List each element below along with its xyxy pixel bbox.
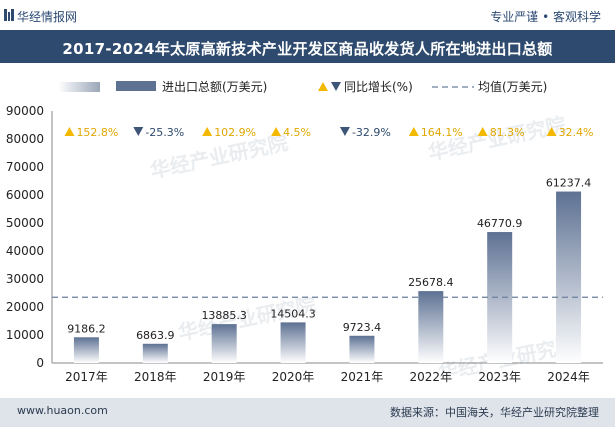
growth-up-triangle bbox=[202, 127, 213, 136]
growth-label: 4.5% bbox=[283, 126, 311, 139]
x-tick-label: 2023年 bbox=[478, 370, 521, 384]
bar-value-label: 14504.3 bbox=[270, 307, 316, 320]
bar bbox=[211, 324, 237, 363]
legend-bar-swatch-main bbox=[116, 81, 156, 91]
x-tick-label: 2019年 bbox=[203, 370, 246, 384]
bar-value-label: 9723.4 bbox=[343, 321, 382, 334]
y-tick-label: 80000 bbox=[6, 132, 44, 146]
bar bbox=[418, 291, 444, 363]
y-tick-label: 30000 bbox=[6, 272, 44, 286]
growth-label: 102.9% bbox=[214, 126, 256, 139]
x-tick-label: 2022年 bbox=[410, 370, 453, 384]
bar bbox=[556, 191, 582, 363]
y-tick-label: 0 bbox=[36, 356, 44, 370]
y-tick-label: 50000 bbox=[6, 216, 44, 230]
bar-value-label: 46770.9 bbox=[477, 217, 523, 230]
bar bbox=[487, 232, 513, 363]
bar bbox=[142, 343, 168, 363]
legend-up-triangle-icon bbox=[318, 82, 328, 91]
growth-up-triangle bbox=[477, 127, 488, 136]
y-tick-label: 60000 bbox=[6, 188, 44, 202]
tagline: 专业严谨 • 客观科学 bbox=[490, 10, 601, 24]
legend: 进出口总额(万美元) 同比增长(%) 均值(万美元) bbox=[58, 79, 547, 94]
bar-value-labels: 9186.2 6863.9 13885.3 14504.3 9723.4 25678.4 4… bbox=[67, 177, 591, 342]
x-tick-label: 2024年 bbox=[547, 370, 590, 384]
bar-value-label: 6863.9 bbox=[136, 329, 175, 342]
bars bbox=[73, 191, 582, 363]
footer-website[interactable]: www.huaon.com bbox=[17, 404, 108, 417]
growth-label: -32.9% bbox=[352, 126, 391, 139]
legend-bar-swatch bbox=[58, 82, 100, 92]
growth-labels: 152.8% -25.3% 102.9% 4.5% -32.9% 164.1% 81.3% 3… bbox=[64, 126, 594, 139]
growth-down-triangle bbox=[133, 127, 144, 136]
legend-down-triangle-icon bbox=[331, 82, 341, 91]
growth-up-triangle bbox=[408, 127, 419, 136]
title-bar bbox=[0, 30, 615, 63]
y-tick-label: 10000 bbox=[6, 328, 44, 342]
growth-up-triangle bbox=[64, 127, 75, 136]
x-tick-label: 2021年 bbox=[341, 370, 384, 384]
bar bbox=[349, 335, 375, 363]
footer-source: 数据来源：中国海关，华经产业研究院整理 bbox=[390, 406, 599, 419]
growth-down-triangle bbox=[339, 127, 350, 136]
growth-up-triangle bbox=[546, 127, 557, 136]
growth-label: 152.8% bbox=[76, 126, 118, 139]
y-tick-label: 70000 bbox=[6, 160, 44, 174]
legend-growth-label: 同比增长(%) bbox=[344, 80, 413, 94]
growth-label: -25.3% bbox=[145, 126, 184, 139]
growth-up-triangle bbox=[271, 127, 282, 136]
top-bar: 华经情报网 专业严谨 • 客观科学 bbox=[0, 0, 615, 30]
growth-label: 81.3% bbox=[490, 126, 525, 139]
footer-bar bbox=[0, 398, 615, 427]
y-tick-label: 90000 bbox=[6, 104, 44, 118]
bar-value-label: 9186.2 bbox=[67, 322, 106, 335]
bar bbox=[73, 337, 99, 363]
legend-avg-label: 均值(万美元) bbox=[478, 79, 547, 94]
x-tick-label: 2018年 bbox=[134, 370, 177, 384]
legend-bar-label: 进出口总额(万美元) bbox=[162, 80, 267, 94]
brand-logo-icon bbox=[4, 9, 14, 21]
bar-value-label: 25678.4 bbox=[408, 276, 454, 289]
chart: 华经产业研究院 华经产业研究院 华经产业研究院 华经产业研究院 进出口总额(万美… bbox=[6, 79, 603, 385]
growth-label: 32.4% bbox=[559, 126, 594, 139]
bar bbox=[280, 322, 306, 363]
y-tick-label: 20000 bbox=[6, 300, 44, 314]
bar-value-label: 61237.4 bbox=[546, 177, 592, 190]
growth-label: 164.1% bbox=[421, 126, 463, 139]
brand-name: 华经情报网 bbox=[17, 10, 78, 24]
x-tick-label: 2020年 bbox=[272, 370, 315, 384]
x-tick-label: 2017年 bbox=[65, 370, 108, 384]
chart-title: 2017-2024年太原高新技术产业开发区商品收发货人所在地进出口总额 bbox=[62, 40, 553, 58]
bar-value-label: 13885.3 bbox=[201, 309, 247, 322]
x-tick-labels: 2017年 2018年 2019年 2020年 2021年 2022年 2023年 2024年 bbox=[65, 370, 590, 384]
y-tick-label: 40000 bbox=[6, 244, 44, 258]
y-tick-labels: 0 10000 20000 30000 40000 50000 60000 70000 8000… bbox=[6, 104, 44, 370]
